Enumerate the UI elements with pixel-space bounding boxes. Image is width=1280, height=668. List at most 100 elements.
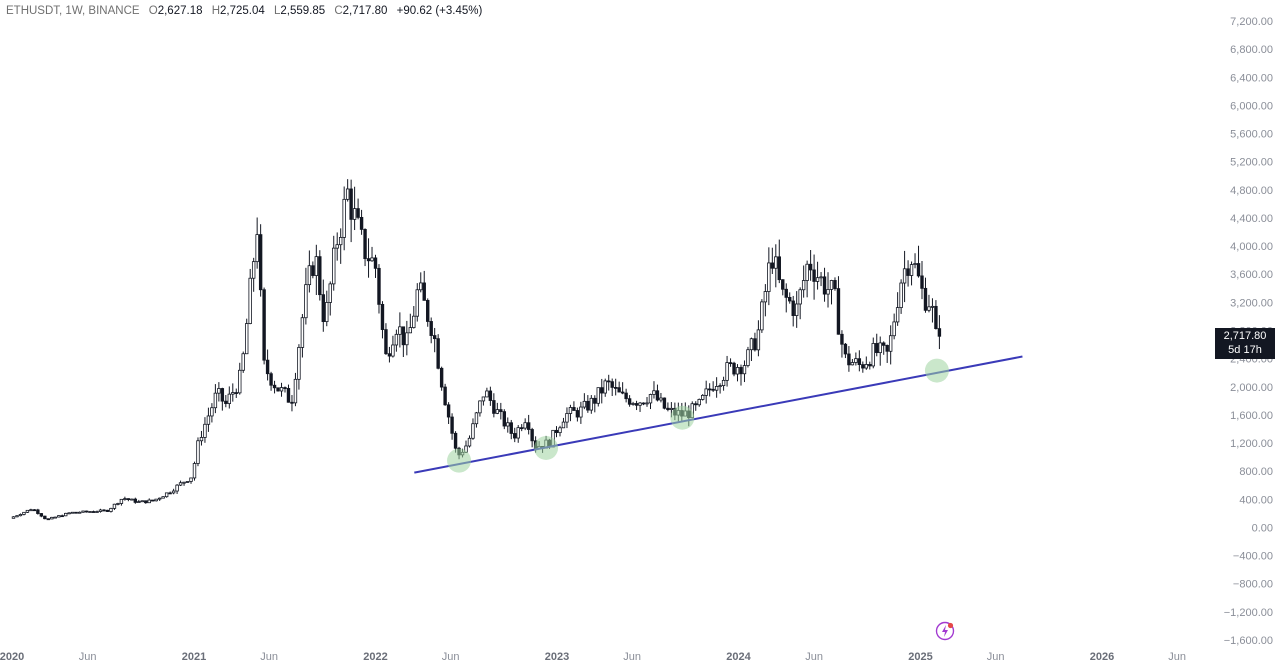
candle xyxy=(32,509,37,512)
candle xyxy=(829,280,834,290)
high-label: H xyxy=(211,5,220,17)
y-tick-label: 4,400.00 xyxy=(1230,213,1273,225)
candle xyxy=(227,393,232,404)
y-tick-label: 5,600.00 xyxy=(1230,129,1273,141)
candle xyxy=(718,385,722,388)
candle xyxy=(64,512,68,517)
candle xyxy=(857,358,862,366)
candle xyxy=(213,392,218,409)
candle xyxy=(659,397,663,401)
candle xyxy=(812,269,816,282)
candle xyxy=(314,256,319,276)
y-tick-label: 400.00 xyxy=(1239,494,1273,506)
x-tick-label: Jun xyxy=(805,651,823,663)
close-value: 2,717.80 xyxy=(342,5,388,17)
candle xyxy=(725,362,729,381)
candle xyxy=(398,326,402,335)
y-tick-label: 3,600.00 xyxy=(1230,269,1273,281)
candle xyxy=(126,498,131,501)
x-tick-label: Jun xyxy=(623,651,641,663)
candle xyxy=(704,388,708,396)
candle xyxy=(666,407,670,411)
close-label: C xyxy=(334,5,343,17)
candle xyxy=(338,237,343,246)
bar-countdown: 5d 17h xyxy=(1228,344,1262,356)
candle xyxy=(499,409,503,413)
candle xyxy=(307,265,312,286)
candle xyxy=(283,387,287,389)
last-price-value: 2,717.80 xyxy=(1223,330,1267,342)
candle xyxy=(805,263,809,281)
x-tick-label: 2026 xyxy=(1090,651,1114,663)
support-trendline[interactable] xyxy=(414,355,1023,474)
candle xyxy=(199,437,204,442)
candle xyxy=(579,406,583,418)
candle xyxy=(554,429,559,434)
candle xyxy=(363,229,367,260)
candle xyxy=(297,347,301,380)
candle xyxy=(634,403,639,406)
candle xyxy=(105,509,110,512)
candle xyxy=(492,400,496,414)
candle xyxy=(342,198,346,238)
candle xyxy=(304,284,308,319)
candle xyxy=(300,317,305,348)
candle xyxy=(847,353,851,366)
y-tick-label: 6,800.00 xyxy=(1230,44,1273,56)
candle xyxy=(203,423,207,438)
x-tick-label: 2020 xyxy=(0,651,24,663)
candle xyxy=(53,516,57,519)
candle xyxy=(234,392,238,394)
candle xyxy=(387,353,392,357)
candle xyxy=(50,516,54,520)
candle xyxy=(185,481,190,483)
touch-point-marker xyxy=(534,435,559,460)
candle xyxy=(937,328,942,337)
candle xyxy=(220,388,225,402)
candle xyxy=(217,388,221,394)
candle xyxy=(446,404,451,418)
time-axis[interactable]: 2020 Jun 2021 Jun 2022 Jun 2023 Jun 2024 Jun 2025 J… xyxy=(0,651,1186,663)
candle xyxy=(429,321,433,336)
candle xyxy=(328,283,332,303)
candle xyxy=(412,315,416,328)
candle xyxy=(178,482,183,486)
x-tick-label: 2024 xyxy=(726,651,751,663)
y-tick-label: 4,800.00 xyxy=(1230,185,1273,197)
candle xyxy=(238,369,242,394)
candle xyxy=(394,333,399,346)
candle xyxy=(620,391,625,394)
candle xyxy=(345,188,350,200)
y-tick-label: 800.00 xyxy=(1239,466,1273,478)
candle xyxy=(603,380,607,394)
high-value: 2,725.04 xyxy=(220,5,265,17)
y-tick-label: 2,000.00 xyxy=(1230,382,1273,394)
candle xyxy=(22,511,26,515)
candle xyxy=(843,343,848,355)
candle xyxy=(701,394,705,400)
candle xyxy=(655,390,660,401)
candle xyxy=(882,342,886,346)
y-tick-label: 5,200.00 xyxy=(1230,157,1273,169)
candle xyxy=(144,500,148,504)
flash-icon[interactable] xyxy=(935,621,955,641)
candle xyxy=(502,411,506,427)
candle xyxy=(11,516,16,519)
candle xyxy=(467,437,472,447)
candle xyxy=(67,512,71,515)
candle xyxy=(868,364,872,367)
candle xyxy=(875,343,879,354)
candle xyxy=(572,407,576,411)
candle xyxy=(850,362,855,366)
y-tick-label: 0.00 xyxy=(1252,522,1273,534)
candle xyxy=(359,216,364,230)
candle xyxy=(39,513,44,517)
candle xyxy=(478,400,482,414)
candle xyxy=(607,380,611,383)
candle xyxy=(788,296,792,302)
candle xyxy=(627,398,632,405)
y-tick-label: 4,000.00 xyxy=(1230,241,1273,253)
candle xyxy=(808,263,813,271)
candle xyxy=(161,496,165,499)
